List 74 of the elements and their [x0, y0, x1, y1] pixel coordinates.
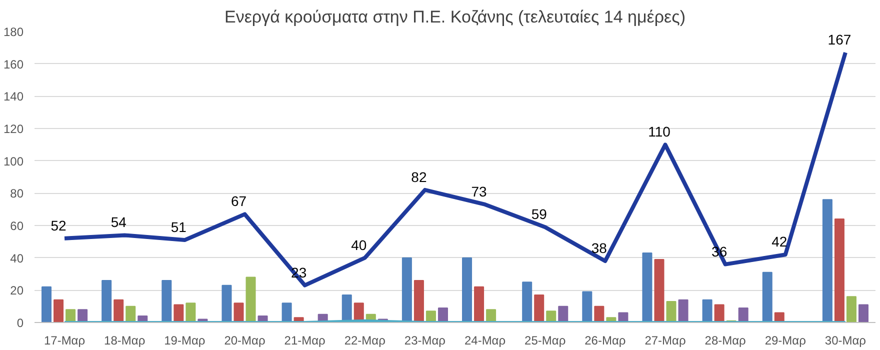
x-tick-label: 23-Μαρ: [404, 334, 446, 348]
bar: [114, 299, 124, 322]
bar: [414, 280, 424, 322]
bar: [702, 299, 712, 322]
bar: [558, 306, 568, 322]
x-tick-label: 27-Μαρ: [644, 334, 686, 348]
bar: [738, 307, 748, 322]
bar: [762, 272, 772, 322]
bar: [654, 258, 664, 322]
bar: [402, 257, 412, 322]
bar: [222, 284, 232, 322]
bar: [246, 276, 256, 322]
chart-title: Ενεργά κρούσματα στην Π.Ε. Κοζάνης (τελευταίες 14 ημέρες): [224, 8, 686, 26]
bar: [474, 286, 484, 322]
y-tick-label: 140: [3, 90, 24, 104]
x-tick-label: 30-Μαρ: [824, 334, 866, 348]
x-tick-label: 25-Μαρ: [524, 334, 566, 348]
data-label: 73: [471, 183, 488, 200]
y-tick-label: 120: [3, 122, 24, 136]
bar: [54, 299, 64, 322]
data-label: 52: [50, 217, 67, 234]
bar: [582, 291, 592, 322]
bar: [462, 257, 472, 322]
bar: [666, 300, 676, 322]
data-label: 42: [772, 234, 788, 250]
y-tick-label: 160: [3, 57, 24, 72]
bar: [78, 309, 88, 322]
bar: [858, 304, 868, 322]
bar: [534, 294, 544, 322]
x-tick-label: 20-Μαρ: [224, 334, 266, 348]
bar: [834, 218, 844, 322]
x-tick-label: 24-Μαρ: [464, 334, 506, 348]
bar: [42, 286, 52, 322]
bar: [642, 252, 652, 322]
bar: [594, 306, 604, 322]
bar: [438, 307, 448, 322]
bar: [162, 280, 172, 322]
data-label: 167: [828, 32, 852, 48]
x-tick-label: 26-Μαρ: [584, 334, 626, 348]
bar: [174, 304, 184, 322]
bar: [822, 199, 832, 322]
data-label: 51: [170, 219, 187, 236]
bar: [282, 302, 292, 322]
bar: [234, 302, 244, 322]
bar: [678, 299, 688, 322]
bar: [126, 306, 136, 322]
bar: [522, 282, 532, 322]
data-label: 38: [591, 240, 608, 256]
x-tick-label: 18-Μαρ: [104, 334, 146, 348]
x-tick-label: 17-Μαρ: [44, 334, 86, 348]
bar: [846, 296, 856, 322]
x-tick-label: 19-Μαρ: [164, 334, 206, 348]
data-label: 110: [648, 124, 671, 140]
data-label: 59: [531, 206, 548, 222]
y-tick-label: 100: [3, 154, 24, 168]
y-tick-label: 20: [10, 284, 24, 298]
data-label: 40: [351, 236, 367, 253]
data-label: 82: [411, 168, 427, 185]
bar: [186, 302, 196, 322]
bar: [714, 304, 724, 322]
x-tick-label: 22-Μαρ: [344, 334, 386, 348]
bar: [66, 309, 76, 322]
y-tick-label: 180: [3, 25, 24, 39]
y-tick-label: 40: [10, 251, 24, 266]
x-tick-label: 21-Μαρ: [284, 334, 326, 348]
data-label: 54: [110, 214, 127, 230]
y-tick-label: 80: [10, 186, 24, 201]
data-label: 67: [230, 193, 247, 210]
y-tick-label: 0: [16, 316, 24, 330]
bar: [486, 309, 496, 322]
y-tick-label: 60: [10, 219, 24, 233]
bar: [102, 280, 112, 322]
x-tick-label: 28-Μαρ: [704, 334, 746, 348]
x-tick-label: 29-Μαρ: [764, 334, 806, 348]
